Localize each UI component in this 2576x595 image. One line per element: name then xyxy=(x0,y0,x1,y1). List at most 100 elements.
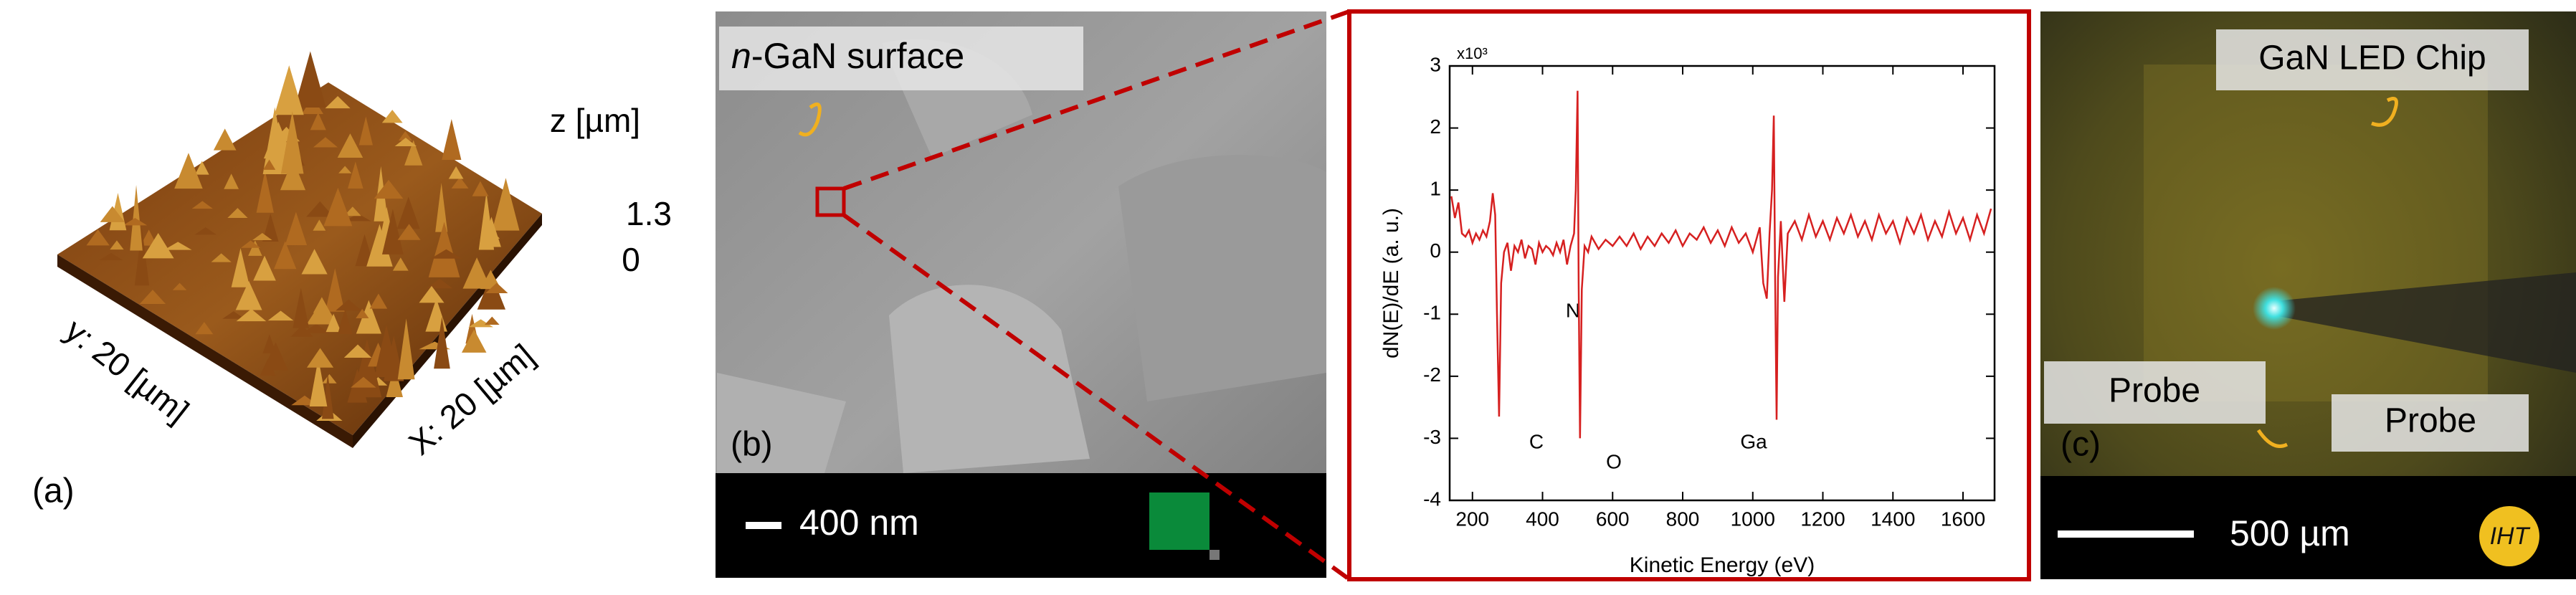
panel-tag: (b) xyxy=(731,426,773,464)
afm-peak xyxy=(386,365,403,397)
afm-peak xyxy=(358,116,373,146)
afm-peak xyxy=(356,308,369,318)
afm-peak xyxy=(142,233,174,259)
afm-peak xyxy=(248,240,262,256)
peak-label: C xyxy=(1529,430,1544,452)
afm-peak xyxy=(397,224,421,240)
afm-peak xyxy=(381,110,403,123)
afm-peak xyxy=(448,166,464,179)
y-tick-label: 3 xyxy=(1430,53,1441,75)
afm-peak xyxy=(337,308,353,334)
afm-peak xyxy=(267,310,294,321)
peak-label: N xyxy=(1566,299,1580,321)
afm-peak xyxy=(163,242,192,250)
afm-peak xyxy=(336,299,362,311)
x-tick-label: 1000 xyxy=(1731,508,1775,530)
afm-peak xyxy=(343,206,361,216)
sem-grain xyxy=(889,285,1090,473)
y-tick-label: -4 xyxy=(1423,487,1441,510)
emission-spot xyxy=(2253,287,2296,330)
afm-peak xyxy=(194,161,209,175)
peak-label: Ga xyxy=(1740,430,1767,452)
afm-peak xyxy=(397,318,415,380)
afm-peak xyxy=(280,111,304,174)
afm-peak xyxy=(430,249,462,259)
spectrum-line xyxy=(1450,90,1992,439)
y-tick-label: 1 xyxy=(1430,178,1441,200)
afm-peak xyxy=(337,133,363,158)
sem-grain xyxy=(717,373,846,473)
logo xyxy=(1209,550,1220,560)
y-axis-label: dN(E)/dE (a. u.) xyxy=(1379,208,1403,358)
afm-peak xyxy=(262,107,287,174)
afm-peak xyxy=(462,257,491,289)
afm-peak xyxy=(301,249,328,275)
x-tick-label: 1600 xyxy=(1941,508,1985,530)
x-axis-label: Kinetic Energy (eV) xyxy=(1630,553,1815,577)
led-chip xyxy=(2144,65,2488,401)
afm-peak xyxy=(191,201,213,209)
x-tick-label: 1400 xyxy=(1871,508,1915,530)
afm-peak xyxy=(343,344,372,358)
z-label: z [µm] xyxy=(550,102,640,139)
afm-peak xyxy=(306,348,334,368)
afm-peak xyxy=(435,183,448,232)
afm-peak xyxy=(263,342,288,371)
afm-peak xyxy=(110,240,124,250)
afm-peak xyxy=(310,112,326,130)
afm-peak xyxy=(325,268,345,312)
afm-surface xyxy=(57,82,542,435)
afm-peak xyxy=(323,187,353,227)
afm-peak xyxy=(262,159,276,170)
label-box xyxy=(2044,361,2266,424)
afm-peak xyxy=(325,96,351,109)
logo xyxy=(2479,506,2539,566)
afm-peak xyxy=(194,227,217,235)
y-tick-label: -1 xyxy=(1423,302,1441,324)
afm-peak xyxy=(485,231,500,239)
afm-peak xyxy=(100,206,125,222)
z-min: 0 xyxy=(622,241,640,278)
afm-peak xyxy=(274,65,304,115)
afm-peak xyxy=(369,293,388,309)
scale-bar-label: 400 nm xyxy=(799,503,919,543)
afm-peak xyxy=(123,218,148,226)
afm-peak xyxy=(451,176,469,189)
afm-peak xyxy=(303,323,330,333)
afm-peak xyxy=(394,138,417,147)
afm-peak xyxy=(356,300,381,334)
scale-bar-label: 500 µm xyxy=(2230,513,2350,553)
probe-label: Probe xyxy=(2385,402,2476,440)
afm-peak xyxy=(222,311,245,319)
afm-peak xyxy=(374,179,404,199)
afm-peak xyxy=(236,308,267,322)
afm-peak xyxy=(381,209,404,254)
afm-peak xyxy=(309,358,328,407)
peak-label: O xyxy=(1606,450,1622,472)
afm-peak xyxy=(262,213,279,242)
zoom-box xyxy=(1347,9,2031,581)
y-tick-label: 0 xyxy=(1430,239,1441,262)
afm-peak xyxy=(313,297,331,313)
zoom-line xyxy=(842,213,1351,581)
afm-peak xyxy=(351,376,376,388)
x-tick-label: 200 xyxy=(1455,508,1489,530)
x-tick-label: 600 xyxy=(1596,508,1630,530)
afm-edge xyxy=(57,254,353,448)
afm-peak xyxy=(86,229,110,246)
afm-peak xyxy=(404,140,423,166)
afm-peak xyxy=(492,178,520,231)
afm-peak xyxy=(348,161,363,189)
afm-peak xyxy=(419,285,445,303)
afm-peak xyxy=(252,233,272,241)
y-tick-label: -2 xyxy=(1423,363,1441,386)
afm-peak xyxy=(231,248,250,287)
afm-peak xyxy=(262,334,277,353)
afm-peak xyxy=(285,211,308,245)
afm-peak xyxy=(428,222,460,277)
afm-peak xyxy=(172,282,187,290)
afm-peak xyxy=(427,278,453,289)
afm-peak xyxy=(139,290,166,305)
